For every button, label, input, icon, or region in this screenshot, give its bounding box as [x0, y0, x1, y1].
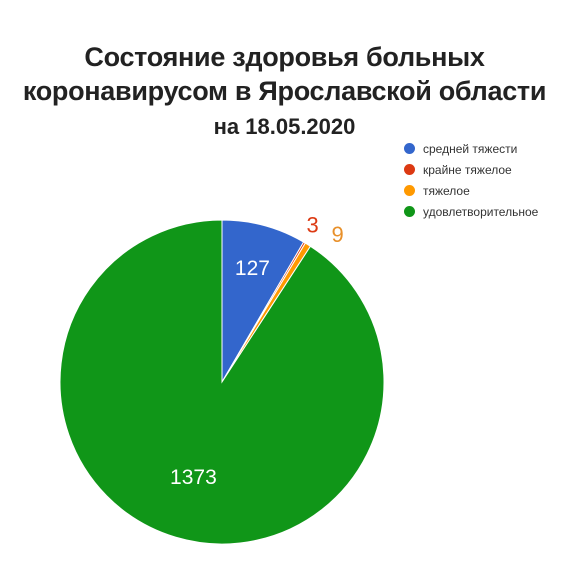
pie-slice-3-value-label: 9 [331, 222, 343, 247]
legend-item-1: средней тяжести [404, 138, 538, 159]
chart-subtitle-date: на 18.05.2020 [213, 114, 356, 139]
legend-item-2: крайне тяжелое [404, 159, 538, 180]
pie-slice-4-value-label: 1373 [170, 466, 217, 489]
chart-legend: средней тяжести крайне тяжелое тяжелое удов… [404, 138, 538, 222]
pie-slice-4 [59, 219, 385, 545]
legend-label: удовлетворительное [423, 204, 539, 219]
legend-swatch [404, 143, 415, 154]
pie-slice-2-value-label: 3 [306, 213, 318, 238]
legend-swatch [404, 206, 415, 217]
legend-label: средней тяжести [423, 141, 518, 156]
legend-item-4: удовлетворительное [404, 201, 538, 222]
legend-label: тяжелое [423, 183, 470, 198]
legend-item-3: тяжелое [404, 180, 538, 201]
legend-swatch [404, 164, 415, 175]
legend-label: крайне тяжелое [423, 162, 512, 177]
legend-swatch [404, 185, 415, 196]
chart-title-line-1: Состояние здоровья больных [84, 42, 485, 72]
pie-slice-1 [221, 219, 305, 384]
chart-title-line-2: коронавирусом в Ярославской области [22, 76, 547, 106]
pie-slice-1-value-label: 127 [235, 257, 270, 280]
